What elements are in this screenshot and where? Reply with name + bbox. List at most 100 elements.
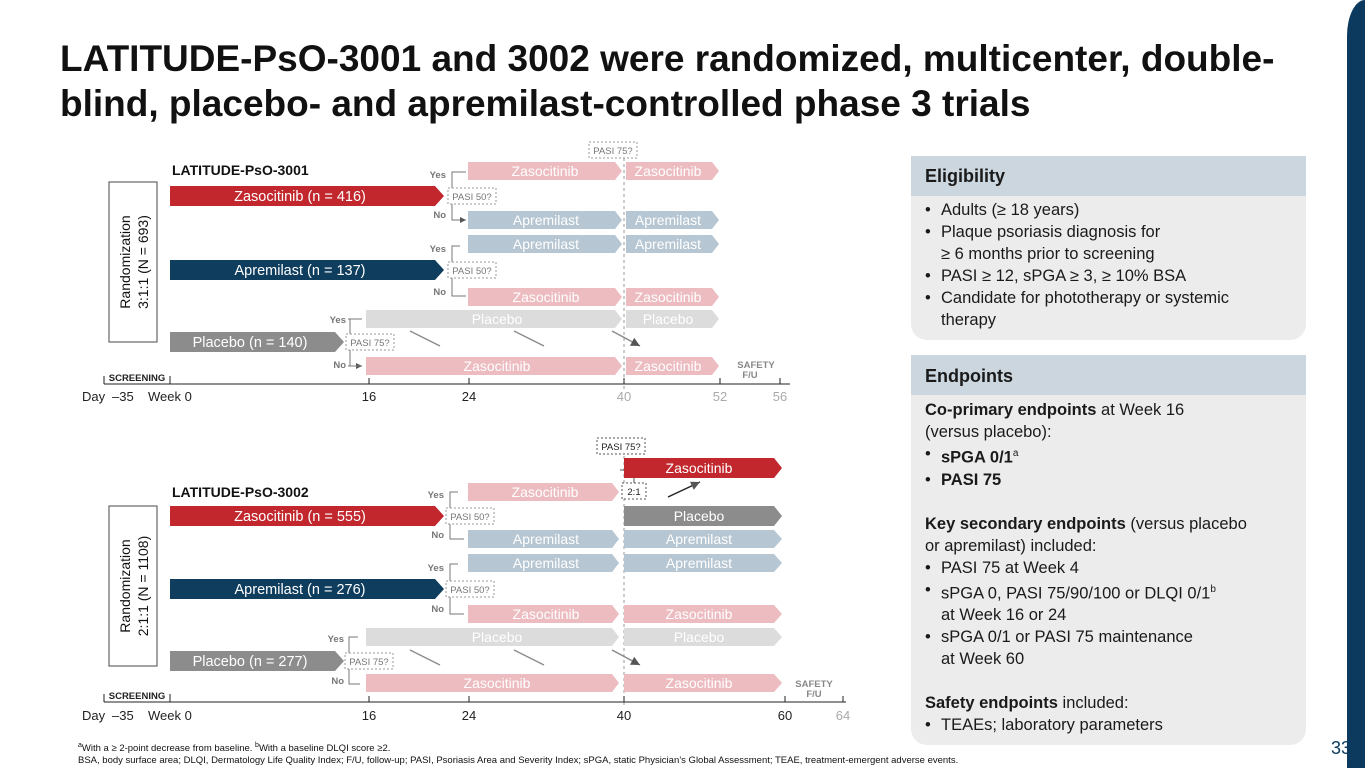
- trial2-no-a: No: [431, 530, 444, 541]
- trial2-bar-placebo-1-label: Placebo: [472, 629, 523, 645]
- footnote-marker-a: a: [78, 742, 82, 749]
- trial1-decision-pasi50-b: [447, 261, 497, 279]
- coprimary-item-text: sPGA 0/1: [941, 448, 1013, 467]
- trial1-followup-label: F/U: [742, 370, 757, 381]
- trial2-bar-apre-1: [468, 530, 619, 548]
- trial2-bar-zaso-3-label: Zasocitinib: [513, 606, 580, 622]
- trial1-bar-zaso-4: [626, 288, 719, 306]
- trial2-bar-apre-3-label: Apremilast: [513, 555, 579, 571]
- trial1-crossover-arrows: [409, 330, 640, 346]
- footnote-marker-b: b: [255, 742, 259, 749]
- footnote: aWith a ≥ 2-point decrease from baseline…: [78, 740, 958, 767]
- trial1-name: LATITUDE-PsO-3001: [172, 162, 309, 178]
- trial1-bar-apre-1: [468, 211, 622, 229]
- trial2-safety-label: SAFETY: [795, 679, 833, 690]
- trial1-bar-placebo-2-label: Placebo: [643, 311, 694, 327]
- trial2-bar-apre-3: [468, 554, 619, 572]
- trial1-branch-a-arrows: [452, 171, 466, 220]
- trial2-branch-b: [449, 563, 464, 615]
- trial2-arm-placebo: [170, 651, 344, 671]
- trial1-decision-pasi50-a-label: PASI 50?: [452, 192, 491, 203]
- secondary-item: sPGA 0/1 or PASI 75 maintenance at Week 6…: [911, 626, 1300, 670]
- trial1-bar-apre-2-label: Apremilast: [635, 212, 701, 228]
- eligibility-item: Candidate for phototherapy or systemic th…: [911, 287, 1296, 331]
- trial1-axis-52: 52: [713, 389, 727, 404]
- trial1-arm-placebo: [170, 332, 344, 352]
- footnote-line1: aWith a ≥ 2-point decrease from baseline…: [78, 740, 958, 755]
- trial2-arm-placebo-label: Placebo (n = 277): [193, 654, 308, 670]
- trial1-no-c: No: [333, 360, 346, 371]
- trial2-decision-pasi50-a: [445, 507, 495, 525]
- secondary-comparator-cont: or apremilast) included:: [925, 536, 1097, 555]
- trial2-no-b: No: [431, 604, 444, 615]
- trial1-bar-placebo-2: [626, 310, 719, 328]
- trial1-axis-40: 40: [617, 389, 631, 404]
- trial2-bar-zaso-2: [624, 458, 782, 478]
- trial2-bar-placebo-top-label: Placebo: [674, 508, 725, 524]
- trial1-axis-d35: –35: [112, 389, 134, 404]
- eligibility-item: Plaque psoriasis diagnosis for ≥ 6 months…: [911, 221, 1296, 265]
- trial1-axis-16: 16: [362, 389, 376, 404]
- trial2-bar-placebo-2-label: Placebo: [674, 629, 725, 645]
- trial1-bar-apre-3: [468, 235, 622, 253]
- coprimary-timing: at Week 16: [1096, 401, 1185, 419]
- trial2-decision-pasi75-top: [596, 437, 646, 455]
- secondary-item-text-cont: at Week 60: [941, 650, 1025, 668]
- trial1-yes-b: Yes: [430, 244, 446, 255]
- coprimary-comparator: (versus placebo):: [925, 423, 1052, 441]
- trial1-timeline-ticks: [103, 376, 781, 384]
- trial2-decision-pasi50-b-label: PASI 50?: [450, 585, 489, 596]
- trial2-rerandomize-arrow: [667, 481, 701, 498]
- trial2-name: LATITUDE-PsO-3002: [172, 484, 309, 500]
- trial2-bar-placebo-top: [624, 506, 782, 526]
- trial1-axis-week0: Week 0: [148, 389, 192, 404]
- secondary-item-text: sPGA 0, PASI 75/90/100 or DLQI 0/1: [941, 584, 1211, 602]
- trial2-bar-zaso-4: [624, 605, 782, 623]
- coprimary-item: PASI 75: [911, 469, 1300, 491]
- trial1-decision-pasi75: [345, 333, 395, 351]
- trial2-axis-d35: –35: [112, 708, 134, 723]
- trial1-yes-c: Yes: [330, 315, 346, 326]
- eligibility-item: Adults (≥ 18 years): [911, 199, 1296, 221]
- safety-label: Safety endpoints: [925, 694, 1058, 712]
- trial1-bar-apre-2: [626, 211, 719, 229]
- trial2-bar-zaso-1: [468, 483, 619, 501]
- trial2-screening-label: SCREENING: [109, 691, 165, 702]
- trial1-bar-apre-3-label: Apremilast: [513, 236, 579, 252]
- trial2-arm-zasocitinib: [170, 506, 444, 526]
- trial2-bar-zaso-4-label: Zasocitinib: [666, 606, 733, 622]
- slide-title: LATITUDE-PsO-3001 and 3002 were randomiz…: [60, 38, 1275, 124]
- trial1-axis-56: 56: [773, 389, 787, 404]
- footnote-a-text: With a ≥ 2-point decrease from baseline.: [81, 743, 256, 755]
- trial1-arm-placebo-label: Placebo (n = 140): [193, 335, 308, 351]
- trial2-bar-apre-2-label: Apremilast: [666, 531, 732, 547]
- endpoints-body: Co-primary endpoints at Week 16 (versus p…: [911, 399, 1300, 736]
- trial1-randomization-ratio: 3:1:1 (N = 693): [135, 215, 151, 309]
- coprimary-heading: Co-primary endpoints at Week 16 (versus p…: [911, 399, 1300, 443]
- trial2-randomization-box: [108, 505, 158, 667]
- trial2-no-c: No: [331, 676, 344, 687]
- secondary-label: Key secondary endpoints: [925, 514, 1126, 533]
- trial1-bar-zaso-3-label: Zasocitinib: [513, 289, 580, 305]
- trial1-decision-pasi75-top: [588, 141, 638, 159]
- endpoints-heading: Endpoints: [911, 355, 1306, 395]
- trial1-arm-apremilast-label: Apremilast (n = 137): [235, 263, 366, 279]
- trial2-bar-zaso-6-label: Zasocitinib: [666, 675, 733, 691]
- trial2-arm-apremilast-label: Apremilast (n = 276): [235, 582, 366, 598]
- trial2-decision-pasi75: [344, 652, 394, 670]
- trial1-bar-zaso-2-label: Zasocitinib: [635, 163, 702, 179]
- eligibility-item-text-cont: ≥ 6 months prior to screening: [941, 245, 1155, 263]
- trial2-crossover-arrows: [409, 649, 640, 665]
- trial1-bar-placebo-1-label: Placebo: [472, 311, 523, 327]
- secondary-comparator: (versus placebo: [1125, 514, 1247, 533]
- trial2-yes-a: Yes: [428, 490, 444, 501]
- trial2-axis-60: 60: [778, 708, 792, 723]
- trial2-bar-zaso-2-label: Zasocitinib: [666, 460, 733, 476]
- trial-3001: LATITUDE-PsO-3001 Randomization 3:1:1 (N…: [82, 141, 790, 404]
- trial2-branch-c: [348, 636, 360, 685]
- safety-heading: Safety endpoints included:: [911, 692, 1300, 714]
- secondary-item: PASI 75 at Week 4: [911, 557, 1300, 579]
- trial1-bar-zaso-4-label: Zasocitinib: [635, 289, 702, 305]
- coprimary-item-text: PASI 75: [941, 470, 1002, 489]
- trial2-yes-b: Yes: [428, 563, 444, 574]
